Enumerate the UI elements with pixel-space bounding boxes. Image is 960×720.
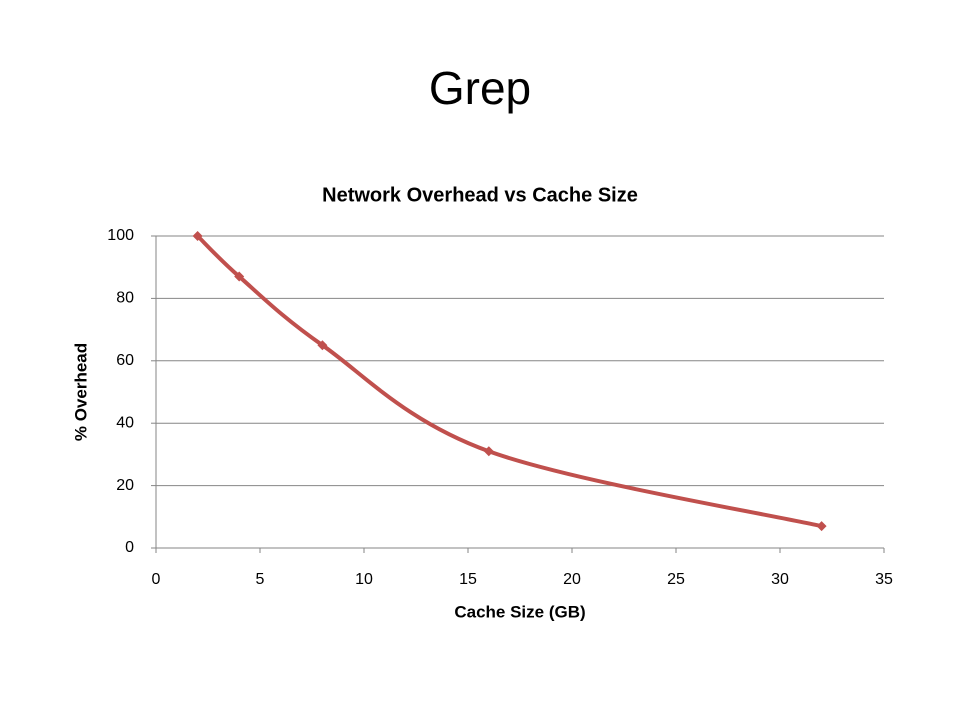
chart-title: Network Overhead vs Cache Size [322,184,638,206]
x-tick-label: 10 [355,571,373,588]
x-tick-label: 15 [459,571,477,588]
x-tick-label: 0 [152,571,161,588]
x-tick-label: 5 [256,571,265,588]
y-tick-label: 100 [107,227,134,244]
series-line [196,234,823,529]
y-tick-label: 40 [116,414,134,431]
data-point [816,521,827,532]
slide-title: Grep [429,62,531,114]
y-axis-label: % Overhead [71,343,90,441]
x-tick-label: 20 [563,571,581,588]
x-axis-label: Cache Size (GB) [454,602,585,621]
y-tick-label: 80 [116,290,134,307]
data-point [234,271,245,282]
x-tick-label: 25 [667,571,685,588]
x-tick-label: 30 [771,571,789,588]
y-tick-label: 60 [116,352,134,369]
x-tick-label: 35 [875,571,893,588]
data-point [317,340,328,351]
data-point [192,231,203,241]
y-tick-label: 0 [125,539,134,556]
y-tick-label: 20 [116,477,134,494]
data-point [483,446,494,457]
